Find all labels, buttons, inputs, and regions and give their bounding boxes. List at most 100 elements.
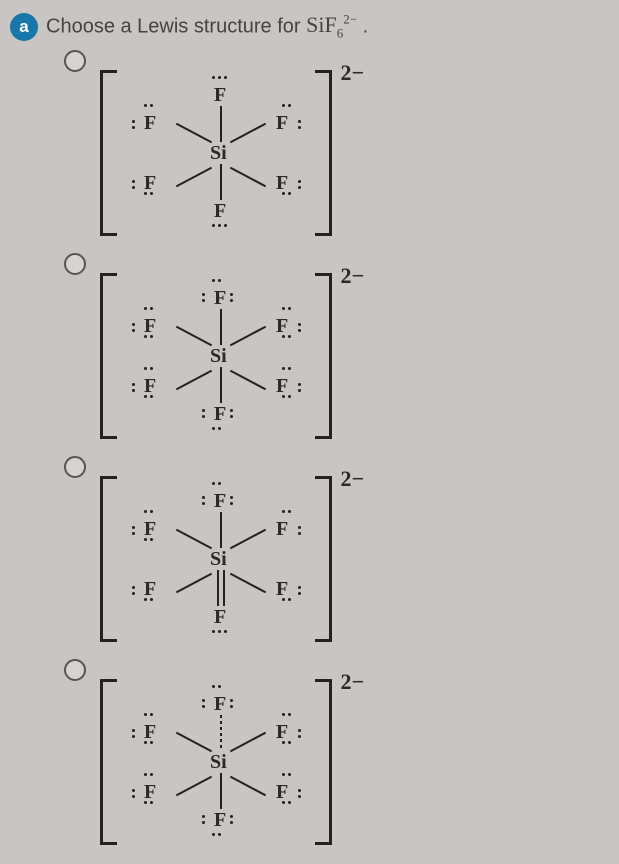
bond (220, 512, 222, 548)
lone-pair (132, 586, 135, 595)
center-atom: Si (210, 142, 227, 165)
lone-pair (282, 367, 291, 370)
bond (176, 166, 212, 187)
charge-label: 2− (340, 263, 364, 289)
options-list: 2− Si F F F F F F (0, 50, 619, 844)
radio-2[interactable] (64, 253, 86, 275)
lone-pair (298, 180, 301, 189)
prompt-pre: Choose a Lewis structure for (46, 15, 306, 37)
f-bottom: F (214, 403, 226, 426)
lone-pair (144, 307, 153, 310)
lone-pair (212, 279, 221, 282)
f-top: F (214, 490, 226, 513)
option-4[interactable]: 2− Si F F F F F F (60, 659, 619, 844)
lone-pair (202, 293, 205, 302)
lone-pair (132, 383, 135, 392)
lone-pair (212, 630, 227, 633)
lone-pair (144, 773, 153, 776)
lone-pair (132, 789, 135, 798)
f-upper-right: F (276, 112, 288, 135)
f-upper-right: F (276, 518, 288, 541)
f-bottom: F (214, 809, 226, 832)
lone-pair (144, 192, 153, 195)
bond (176, 325, 212, 346)
bond (176, 528, 212, 549)
bracket-left (100, 273, 117, 439)
bond (230, 528, 266, 549)
lone-pair (144, 538, 153, 541)
lone-pair (202, 409, 205, 418)
lone-pair (298, 383, 301, 392)
bond (220, 106, 222, 142)
lewis-structure-2: 2− Si F F F F F F (100, 273, 360, 438)
lone-pair (298, 586, 301, 595)
chem-formula: SiF62− (306, 12, 362, 37)
lone-pair (144, 598, 153, 601)
bracket-left (100, 476, 117, 642)
charge-label: 2− (340, 466, 364, 492)
atoms-group: Si F F F F F F (122, 279, 322, 429)
charge-label: 2− (340, 60, 364, 86)
radio-4[interactable] (64, 659, 86, 681)
double-bond (217, 570, 219, 606)
bond (230, 731, 266, 752)
bond (220, 715, 222, 751)
double-bond (223, 570, 225, 606)
lone-pair (212, 427, 221, 430)
lone-pair (282, 801, 291, 804)
atoms-group: Si F F F F F F (122, 76, 322, 226)
f-bottom: F (214, 200, 226, 223)
bond (230, 166, 266, 187)
lone-pair (144, 713, 153, 716)
lone-pair (282, 773, 291, 776)
bond (176, 572, 212, 593)
lone-pair (298, 526, 301, 535)
lone-pair (298, 120, 301, 129)
atoms-group: Si F F F F F F (122, 685, 322, 835)
bond (230, 775, 266, 796)
lewis-structure-4: 2− Si F F F F F F (100, 679, 360, 844)
radio-3[interactable] (64, 456, 86, 478)
part-badge: a (10, 13, 38, 41)
lewis-structure-3: 2− Si F F F F F F (100, 476, 360, 641)
lone-pair (144, 741, 153, 744)
lone-pair (282, 510, 291, 513)
lone-pair (202, 496, 205, 505)
lone-pair (282, 741, 291, 744)
question-header: a Choose a Lewis structure for SiF62− . (0, 0, 619, 50)
lone-pair (282, 598, 291, 601)
f-top: F (214, 693, 226, 716)
bond (220, 164, 222, 200)
option-1[interactable]: 2− Si F F F F F F (60, 50, 619, 235)
lone-pair (212, 685, 221, 688)
bracket-left (100, 70, 117, 236)
bond (176, 775, 212, 796)
lone-pair (212, 224, 227, 227)
bond (230, 369, 266, 390)
charge-label: 2− (340, 669, 364, 695)
lone-pair (212, 482, 221, 485)
lone-pair (212, 833, 221, 836)
lewis-structure-1: 2− Si F F F F F F (100, 70, 360, 235)
bond (230, 572, 266, 593)
bond (176, 122, 212, 143)
lone-pair (202, 815, 205, 824)
lone-pair (132, 526, 135, 535)
lone-pair (282, 307, 291, 310)
lone-pair (144, 510, 153, 513)
center-atom: Si (210, 345, 227, 368)
bracket-left (100, 679, 117, 845)
atoms-group: Si F F F F F F (122, 482, 322, 632)
lone-pair (230, 409, 233, 418)
bond (220, 309, 222, 345)
option-3[interactable]: 2− Si F F F F F F (60, 456, 619, 641)
lone-pair (298, 789, 301, 798)
option-2[interactable]: 2− Si F F F F F F (60, 253, 619, 438)
lone-pair (132, 180, 135, 189)
lone-pair (282, 335, 291, 338)
f-top: F (214, 84, 226, 107)
radio-1[interactable] (64, 50, 86, 72)
lone-pair (144, 335, 153, 338)
lone-pair (144, 367, 153, 370)
lone-pair (144, 395, 153, 398)
